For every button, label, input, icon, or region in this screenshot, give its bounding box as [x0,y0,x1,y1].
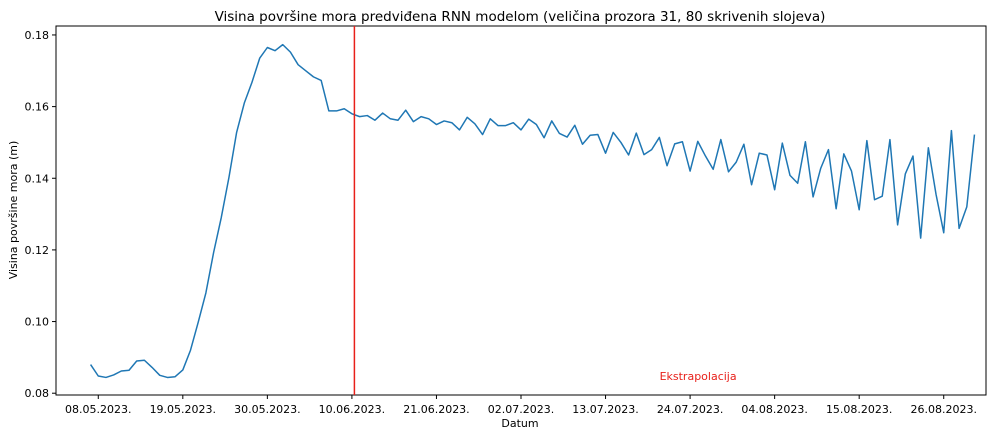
series-line [89,43,976,379]
y-axis-title: Visina površine mora (m) [7,141,20,280]
marker-layer: Ekstrapolacija [353,26,737,395]
x-tick-label: 21.06.2023. [403,403,469,416]
extrapolation-label: Ekstrapolacija [660,370,737,383]
x-tick-label: 19.05.2023. [150,403,216,416]
y-tick-label: 0.10 [25,316,50,329]
x-tick-label: 13.07.2023. [572,403,638,416]
y-axis: 0.08 0.10 0.12 0.14 0.16 0.18 [25,29,56,400]
x-tick-label: 24.07.2023. [657,403,723,416]
series-layer [89,43,976,379]
x-tick-label: 26.08.2023. [910,403,976,416]
y-tick-label: 0.08 [25,387,50,400]
chart-title: Visina površine mora predviđena RNN mode… [215,9,826,25]
x-tick-label: 10.06.2023. [319,403,385,416]
x-axis: 08.05.2023. 19.05.2023. 30.05.2023. 10.06.2… [65,395,977,416]
y-tick-label: 0.12 [25,244,50,257]
y-tick-label: 0.18 [25,29,50,42]
y-tick-label: 0.14 [25,172,50,185]
x-tick-label: 15.08.2023. [826,403,892,416]
x-tick-label: 30.05.2023. [234,403,300,416]
x-tick-label: 08.05.2023. [65,403,131,416]
x-axis-title: Datum [501,417,538,430]
plot-area: 0.08 0.10 0.12 0.14 0.16 0.18 08.05.2023. 19.0… [25,25,987,416]
plot-frame [55,25,987,396]
y-tick-label: 0.16 [25,101,50,114]
x-tick-label: 04.08.2023. [741,403,807,416]
x-tick-label: 02.07.2023. [488,403,554,416]
